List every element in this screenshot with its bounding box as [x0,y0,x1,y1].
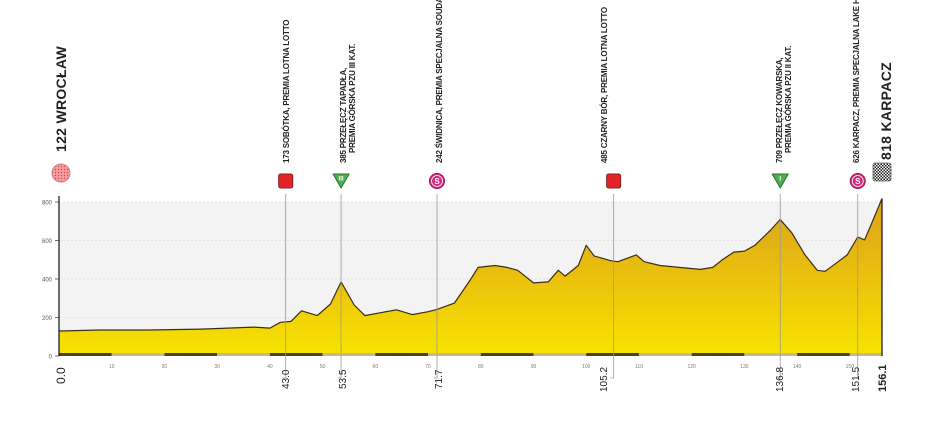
marker-icons: III S I S [51,162,892,189]
distance-band [691,353,745,356]
y-tick-label: 600 [42,239,53,245]
y-tick-label: 400 [42,278,53,284]
marker-lines [282,194,859,379]
x-tick-label: 70 [425,364,431,370]
elevation-line [58,198,883,332]
marker-label-tapadla: 385 PRZEŁĘCZ TAPADŁA, PREMIA GÓRSKA PZU … [339,43,357,163]
distance-band [533,353,587,356]
km-label-czarny-bor: 105.2 [599,366,610,392]
distance-band [480,353,534,356]
x-tick-label: 40 [267,364,273,370]
km-label-karpacz-special: 151.5 [851,366,862,392]
distance-band [375,353,429,356]
distance-band [322,353,376,356]
y-tick-label: 800 [42,201,53,207]
distance-band [111,353,165,356]
distance-band [849,353,882,356]
marker-label-swidnica: 242 ŚWIDNICA, PREMIA SPECJALNA SOUDAL [435,0,444,163]
special-prize-text: S [434,177,440,186]
distance-band [217,353,270,356]
finish-label: 818 KARPACZ [878,62,894,160]
x-tick-label: 110 [635,364,643,370]
km-label-finish: 156.1 [877,364,889,392]
km-label-start: 0.0 [54,367,68,384]
marker-label-karpacz-special: 626 KARPACZ, PREMIA SPECJALNA LAKE HILL [852,0,861,163]
distance-band [744,353,798,356]
distance-band [269,353,323,356]
special-prize-text: S [855,177,861,186]
climb-category-text: I [779,177,781,183]
x-tick-label: 90 [531,364,537,370]
elevation-fill [59,198,882,356]
finish-flag-icon [872,162,892,182]
y-tick-label: 0 [49,355,53,361]
km-label-tapadla: 53.5 [338,369,349,389]
start-icon [51,163,71,183]
sprint-icon [606,173,622,189]
x-tick-label: 80 [478,364,484,370]
x-tick-label: 60 [373,364,379,370]
distance-band [797,353,850,356]
distance-band [164,353,218,356]
climb-icon [332,173,350,189]
distance-band [586,353,639,356]
x-tick-label: 140 [793,364,802,370]
sprint-icon [278,173,294,189]
x-tick-label: 120 [687,364,696,370]
x-tick-label: 100 [582,364,591,370]
distance-band [59,353,112,356]
x-tick-label: 50 [320,364,326,370]
x-tick-label: 150 [846,364,855,370]
distance-band [428,353,481,356]
special-prize-ring [431,175,443,187]
y-tick-label: 200 [42,316,53,322]
km-label-sobotka: 43.0 [281,369,292,389]
x-tick-label: 20 [162,364,168,370]
distance-bands [59,353,882,356]
special-prize-ring [851,175,864,187]
x-tick-label: 10 [109,364,115,370]
distance-band [638,353,692,356]
x-tick-label: 130 [740,364,749,370]
climb-icon [771,173,789,189]
marker-label-czarny-bor: 485 CZARNY BÓR, PREMIA LOTNA LOTTO [600,7,609,163]
marker-label-sobotka: 173 SOBÓTKA, PREMIA LOTNA LOTTO [282,19,291,163]
axes: 0 200 400 600 800 10 20 30 40 50 60 70 80 90 100 110 120… [42,196,883,370]
marker-label-kowarska: 709 PRZEŁĘCZ KOWARSKA, PREMIA GÓRSKA PZU… [775,45,793,163]
climb-category-text: III [339,177,344,183]
elevation-area [58,198,883,356]
km-label-kowarska: 136.8 [775,366,786,392]
start-label: 122 WROCŁAW [53,46,69,152]
x-tick-label: 30 [214,364,220,370]
km-label-swidnica: 71.7 [434,369,445,389]
